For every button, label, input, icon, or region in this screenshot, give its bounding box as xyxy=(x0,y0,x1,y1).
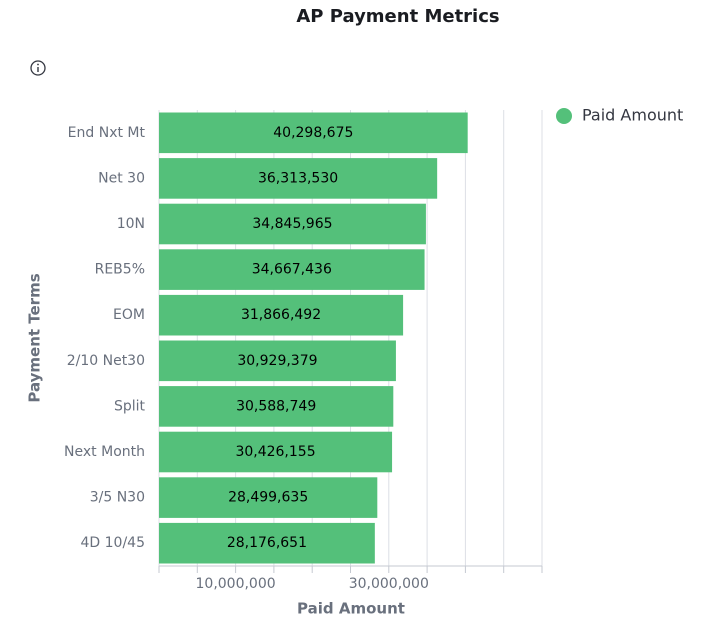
y-tick-label: Next Month xyxy=(64,444,145,460)
bar xyxy=(159,386,394,427)
y-tick-label: 2/10 Net30 xyxy=(67,353,145,369)
bar xyxy=(159,431,393,473)
y-tick-label: 4D 10/45 xyxy=(81,535,145,551)
bar xyxy=(159,477,378,518)
value-label: 28,499,635 xyxy=(228,490,308,506)
y-axis-title: Payment Terms xyxy=(26,273,44,402)
legend-swatch xyxy=(556,108,572,124)
x-axis-title: Paid Amount xyxy=(297,600,405,618)
bar xyxy=(159,340,396,382)
value-label: 31,866,492 xyxy=(241,307,321,323)
x-tick-label: 30,000,000 xyxy=(349,576,429,592)
value-label: 30,929,379 xyxy=(237,353,317,369)
bar xyxy=(159,294,404,336)
value-label: 30,588,749 xyxy=(236,398,316,414)
y-tick-label: EOM xyxy=(113,307,145,323)
bar xyxy=(159,249,425,290)
legend-label: Paid Amount xyxy=(582,106,683,125)
bar xyxy=(159,158,438,199)
value-label: 36,313,530 xyxy=(258,170,338,186)
info-icon[interactable] xyxy=(30,60,46,76)
x-tick-label: 10,000,000 xyxy=(196,576,276,592)
value-label: 40,298,675 xyxy=(273,125,353,141)
value-label: 34,845,965 xyxy=(252,216,332,232)
value-label: 34,667,436 xyxy=(252,262,332,278)
y-tick-label: End Nxt Mt xyxy=(68,125,146,141)
value-label: 28,176,651 xyxy=(227,535,307,551)
y-tick-label: 3/5 N30 xyxy=(90,490,145,506)
y-tick-label: 10N xyxy=(117,216,145,232)
value-label: 30,426,155 xyxy=(235,444,315,460)
chart-title: AP Payment Metrics xyxy=(296,6,499,27)
bar xyxy=(159,203,426,245)
bar xyxy=(159,112,468,154)
y-tick-label: REB5% xyxy=(95,262,145,278)
y-tick-label: Net 30 xyxy=(98,170,145,186)
y-tick-label: Split xyxy=(114,398,146,414)
legend-item[interactable]: Paid Amount xyxy=(556,106,683,125)
bar xyxy=(159,522,375,564)
